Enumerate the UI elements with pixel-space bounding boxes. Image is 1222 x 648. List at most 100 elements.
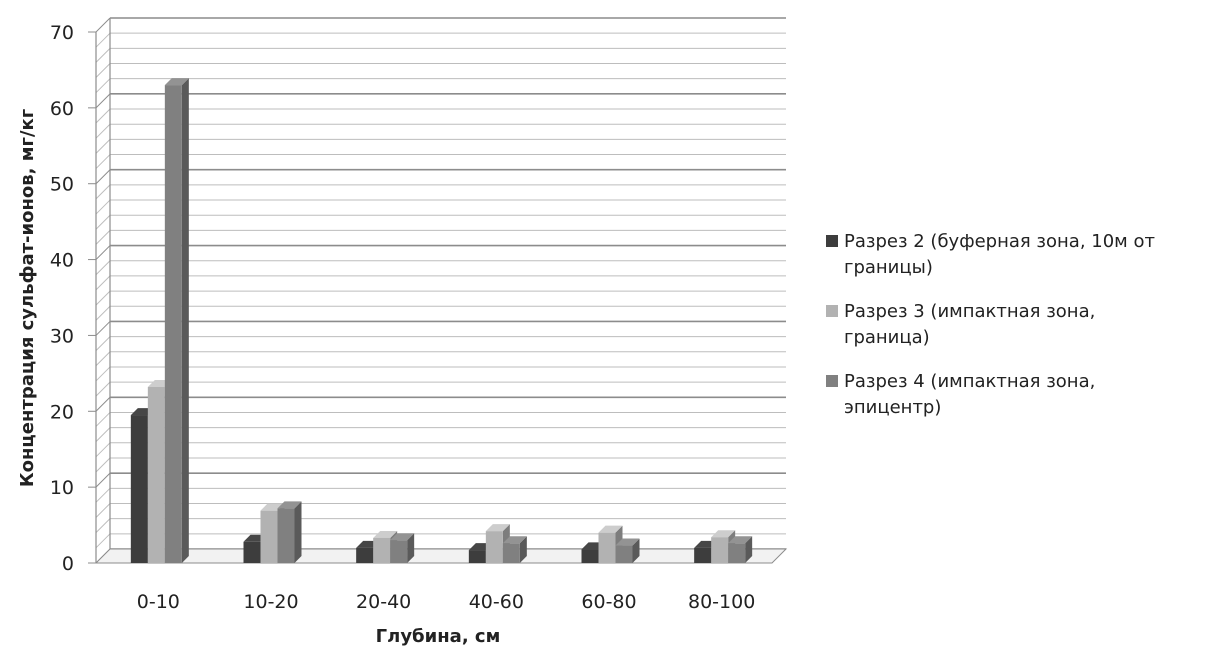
side-wall-gridline bbox=[95, 154, 111, 169]
bar-front bbox=[468, 550, 486, 563]
side-wall-gridline bbox=[95, 381, 111, 397]
legend-label: Разрез 2 (буферная зона, 10м от границы) bbox=[844, 231, 1155, 278]
side-wall-gridline bbox=[95, 503, 111, 518]
bar-side bbox=[181, 78, 189, 563]
bar bbox=[615, 538, 640, 563]
side-wall-gridline bbox=[95, 321, 111, 336]
y-tick-label: 60 bbox=[50, 98, 74, 120]
bar-front bbox=[356, 547, 374, 563]
y-tick-label: 30 bbox=[50, 325, 74, 347]
bar-front bbox=[502, 543, 520, 563]
side-wall-gridline bbox=[95, 199, 111, 215]
bar-front bbox=[694, 547, 712, 563]
legend-item: Разрез 4 (импактная зона, эпицентр) bbox=[826, 371, 1095, 418]
legend: Разрез 2 (буферная зона, 10м от границы) Р… bbox=[826, 231, 1155, 418]
y-tick-label: 0 bbox=[62, 553, 74, 575]
side-wall-gridline bbox=[95, 108, 111, 124]
bar-top bbox=[373, 530, 398, 538]
y-axis-title: Концентрация сульфат-ионов, мг/кг bbox=[17, 109, 38, 487]
bar-top bbox=[502, 536, 527, 544]
x-tick-label: 60-80 bbox=[581, 591, 636, 613]
side-wall-gridline bbox=[95, 305, 111, 321]
bar-front bbox=[390, 540, 408, 563]
x-tick-labels: 0-10 10-20 20-40 40-60 60-80 80-100 bbox=[137, 591, 756, 613]
bar-front bbox=[243, 541, 261, 563]
side-wall-gridline bbox=[95, 214, 111, 230]
side-wall-gridline bbox=[95, 63, 111, 78]
x-axis-title: Глубина, см bbox=[376, 626, 501, 647]
legend-item: Разрез 2 (буферная зона, 10м от границы) bbox=[826, 231, 1155, 278]
bar-top bbox=[615, 538, 640, 546]
side-wall-gridline bbox=[95, 93, 111, 109]
side-wall-gridline bbox=[95, 230, 111, 245]
side-wall-gridline bbox=[95, 184, 111, 200]
bar-side bbox=[632, 538, 640, 563]
bar-front bbox=[728, 543, 746, 563]
bar-side bbox=[519, 536, 527, 563]
bar bbox=[277, 501, 302, 563]
axes bbox=[94, 18, 788, 564]
bar-top bbox=[728, 536, 753, 544]
side-wall-gridline bbox=[95, 518, 111, 534]
bar-front bbox=[615, 545, 633, 563]
bar-top bbox=[711, 530, 736, 538]
side-wall-gridline bbox=[95, 275, 111, 291]
bar bbox=[390, 533, 415, 563]
side-wall-gridline bbox=[95, 442, 111, 458]
side-wall-gridline bbox=[95, 139, 111, 154]
side-wall-gridline bbox=[95, 472, 111, 488]
side-wall-gridline bbox=[95, 245, 111, 260]
bar-top bbox=[390, 533, 415, 541]
chart-floor bbox=[94, 548, 788, 564]
y-tick-labels: 0 10 20 30 40 50 60 70 bbox=[50, 22, 96, 575]
legend-item: Разрез 3 (импактная зона, граница) bbox=[826, 301, 1095, 348]
side-wall-gridline bbox=[95, 123, 111, 139]
side-wall-gridline bbox=[95, 351, 111, 367]
bar bbox=[502, 536, 527, 563]
x-tick-label: 0-10 bbox=[137, 591, 180, 613]
bar-front bbox=[598, 532, 616, 563]
bar-front bbox=[260, 510, 278, 563]
bar-side bbox=[294, 501, 302, 563]
side-wall-gridline bbox=[95, 169, 111, 185]
bar-top bbox=[164, 78, 189, 86]
side-wall-gridline bbox=[95, 260, 111, 276]
bar-top bbox=[485, 524, 510, 532]
bar-top bbox=[598, 525, 623, 533]
bar-front bbox=[581, 549, 599, 563]
side-wall-gridline bbox=[95, 487, 111, 503]
side-wall-gridline bbox=[95, 533, 111, 549]
y-tick-label: 10 bbox=[50, 477, 74, 499]
side-wall-gridline bbox=[95, 396, 111, 412]
side-wall-gridline bbox=[95, 78, 111, 94]
y-tick-label: 40 bbox=[50, 250, 74, 272]
x-tick-label: 40-60 bbox=[469, 591, 524, 613]
bar-top bbox=[277, 501, 302, 509]
x-tick-label: 20-40 bbox=[356, 591, 411, 613]
bar-front bbox=[373, 537, 391, 563]
side-wall-gridline bbox=[95, 412, 111, 427]
bar bbox=[164, 78, 189, 563]
gridlines bbox=[95, 17, 786, 564]
side-wall-gridline bbox=[95, 336, 111, 351]
y-tick-label: 20 bbox=[50, 401, 74, 423]
bar-front bbox=[130, 415, 148, 563]
legend-swatch bbox=[826, 235, 838, 247]
side-wall-gridline bbox=[95, 427, 111, 442]
legend-label: Разрез 3 (импактная зона, граница) bbox=[844, 301, 1095, 348]
side-wall-gridline bbox=[95, 17, 111, 33]
bars bbox=[130, 78, 753, 563]
bar-front bbox=[277, 508, 295, 563]
bar-front bbox=[711, 537, 729, 563]
legend-label: Разрез 4 (импактная зона, эпицентр) bbox=[844, 371, 1095, 418]
bar-front bbox=[147, 387, 165, 563]
side-wall-gridline bbox=[95, 290, 111, 306]
y-tick-label: 70 bbox=[50, 22, 74, 44]
side-wall-gridline bbox=[95, 366, 111, 382]
x-tick-label: 10-20 bbox=[243, 591, 298, 613]
legend-swatch bbox=[826, 305, 838, 317]
side-wall-gridline bbox=[95, 47, 111, 63]
bar-side bbox=[407, 533, 415, 563]
side-wall-gridline bbox=[95, 32, 111, 48]
